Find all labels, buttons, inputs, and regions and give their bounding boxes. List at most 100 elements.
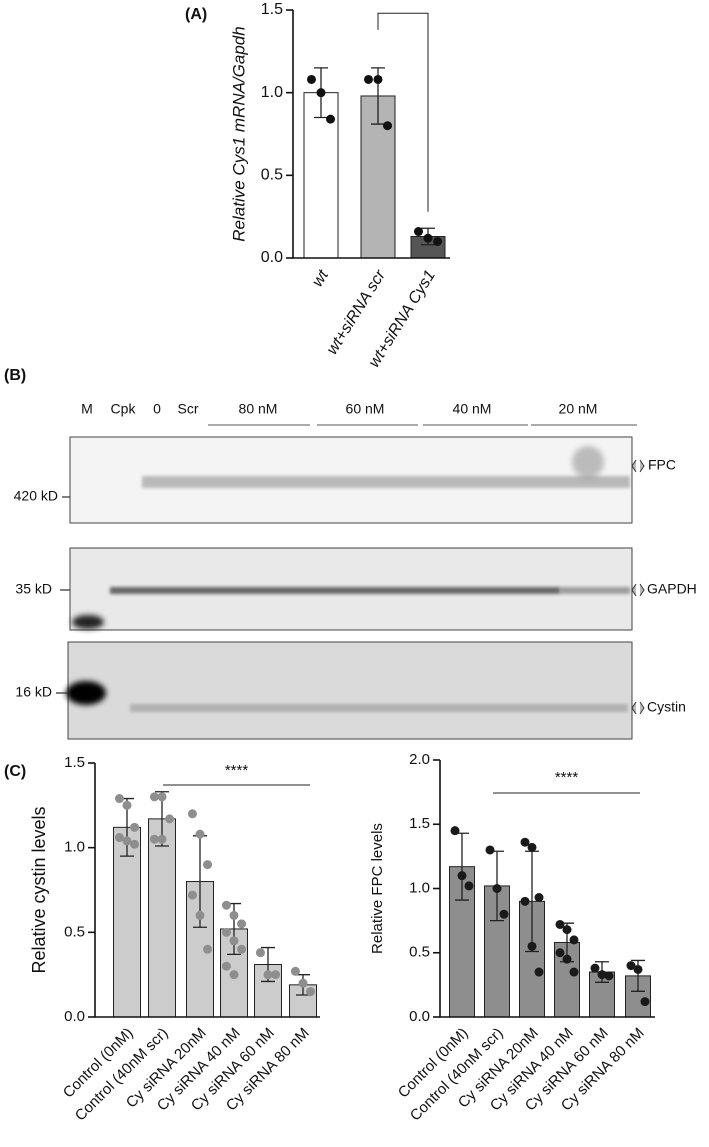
x-tick-label: wt <box>309 267 332 290</box>
y-tick-label: 0.0 <box>261 249 283 266</box>
data-point <box>122 800 132 810</box>
lane-label: Scr <box>178 401 199 417</box>
data-point <box>383 121 393 131</box>
lane-label: M <box>81 401 93 417</box>
lane-label: Cpk <box>111 401 137 417</box>
data-point <box>187 890 197 900</box>
band-label: GAPDH <box>647 581 697 597</box>
data-point <box>203 860 213 870</box>
data-point <box>149 792 159 802</box>
y-tick-label: 1.5 <box>64 754 85 771</box>
data-point <box>255 948 265 958</box>
data-point <box>122 836 132 846</box>
data-point <box>626 961 636 971</box>
data-point <box>149 834 159 844</box>
data-point <box>433 236 443 246</box>
data-point <box>195 910 205 920</box>
chart: Control (0nM)Control (40nM scr)Cy siRNA … <box>29 754 320 1124</box>
data-point <box>237 944 247 954</box>
y-tick-label: 0.5 <box>261 167 283 184</box>
data-point <box>450 826 460 836</box>
data-point <box>562 954 572 964</box>
panel-label: (C) <box>4 763 26 780</box>
data-point <box>229 970 239 980</box>
band-label: Cystin <box>647 699 686 715</box>
data-point <box>520 896 530 906</box>
size-marker: 16 kD <box>15 684 52 700</box>
band <box>142 476 630 488</box>
size-marker: 420 kD <box>14 488 58 504</box>
data-point <box>492 884 502 893</box>
data-point <box>569 967 579 977</box>
lane-label: 60 nM <box>346 401 385 417</box>
data-point <box>373 74 383 84</box>
y-axis-label: Relative cystin levels <box>29 806 49 973</box>
significance-label: **** <box>555 769 579 786</box>
marker-tick <box>56 496 70 694</box>
data-point <box>229 936 239 946</box>
data-point <box>165 814 175 824</box>
lane-label: 80 nM <box>239 401 278 417</box>
y-tick-label: 1.5 <box>261 1 283 18</box>
data-point <box>423 233 433 243</box>
data-point <box>534 892 544 902</box>
bar <box>148 818 176 1018</box>
artifact <box>572 446 604 478</box>
data-point <box>363 74 373 84</box>
size-marker: 35 kD <box>15 581 52 597</box>
blot-frame <box>67 641 633 740</box>
lane-label: 0 <box>153 401 161 417</box>
marker-band <box>66 681 106 705</box>
y-tick-label: 1.5 <box>409 815 430 832</box>
chart: Control (0nM)Control (40nM scr)Cy siRNA … <box>369 751 655 1124</box>
band <box>110 587 560 594</box>
y-tick-label: 2.0 <box>409 751 430 768</box>
panel-label: (A) <box>185 6 207 23</box>
data-point <box>464 881 474 891</box>
data-point <box>221 900 231 910</box>
data-point <box>485 845 495 855</box>
data-point <box>237 919 247 929</box>
data-point <box>562 925 572 935</box>
lane-label: 20 nM <box>559 401 598 417</box>
data-point <box>413 227 423 237</box>
band <box>130 704 628 712</box>
data-point <box>130 839 140 849</box>
data-point <box>114 833 124 843</box>
y-tick-label: 0.5 <box>409 944 430 961</box>
band <box>560 587 630 594</box>
y-tick-label: 0.0 <box>64 1008 85 1025</box>
y-tick-label: 1.0 <box>409 879 430 896</box>
data-point <box>633 964 643 974</box>
y-tick-label: 1.0 <box>64 839 85 856</box>
data-point <box>290 966 300 976</box>
data-point <box>271 970 281 980</box>
data-point <box>597 970 607 980</box>
data-point <box>306 987 316 997</box>
data-point <box>569 935 579 945</box>
data-point <box>326 114 336 124</box>
data-point <box>229 910 239 920</box>
data-point <box>221 927 231 937</box>
data-point <box>298 978 308 988</box>
band-label: FPC <box>648 457 676 473</box>
y-tick-label: 0.5 <box>64 923 85 940</box>
data-point <box>555 919 565 929</box>
data-point <box>527 842 537 852</box>
y-axis-label: Relative FPC levels <box>369 823 386 954</box>
data-point <box>187 809 197 819</box>
data-point <box>499 909 509 919</box>
data-point <box>520 837 530 847</box>
data-point <box>203 944 213 954</box>
band-arrow <box>631 459 645 715</box>
data-point <box>157 834 167 844</box>
significance-label: **** <box>225 762 249 779</box>
data-point <box>306 74 316 84</box>
data-point <box>555 948 565 958</box>
data-point <box>114 794 124 804</box>
y-tick-label: 1.0 <box>261 84 283 101</box>
y-tick-label: 0.0 <box>409 1008 430 1025</box>
data-point <box>604 971 614 981</box>
